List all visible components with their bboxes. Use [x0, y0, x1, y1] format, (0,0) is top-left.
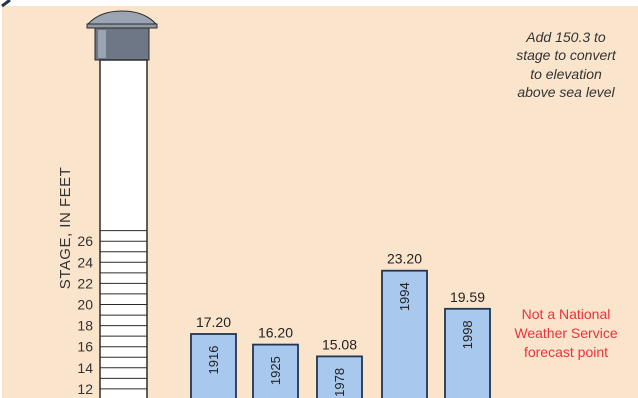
- bar-1916: [190, 333, 237, 398]
- y-tick-label: 26: [77, 233, 93, 249]
- stage-gauge-ticks: [100, 230, 147, 390]
- bars: 17.20 1916 16.20 1925 15.08 1978 23.20 1994 19.5…: [190, 251, 491, 398]
- category-label-1978: 1978: [332, 368, 347, 397]
- stage-gauge-cap-icon: [86, 10, 158, 61]
- forecast-note-line-3: forecast point: [524, 344, 608, 360]
- conversion-note-line-1: Add 150.3 to: [525, 29, 606, 45]
- value-label-1994: 23.20: [387, 251, 422, 267]
- y-tick-label: 12: [77, 381, 93, 397]
- forecast-note-line-2: Weather Service: [514, 325, 617, 341]
- corner-stroke: [1, 0, 11, 8]
- y-tick-labels: 12 14 16 18 20 22 24 26: [77, 233, 93, 397]
- value-label-1925: 16.20: [258, 325, 293, 341]
- category-label-1925: 1925: [268, 356, 283, 385]
- value-label-1998: 19.59: [450, 289, 485, 305]
- category-label-1916: 1916: [206, 346, 221, 375]
- y-tick-label: 24: [77, 254, 93, 270]
- y-tick-label: 14: [77, 360, 93, 376]
- value-label-1916: 17.20: [196, 314, 231, 330]
- bar-1978: [316, 355, 363, 398]
- bar-1994: [381, 269, 428, 398]
- y-tick-label: 22: [77, 275, 93, 291]
- category-label-1998: 1998: [460, 320, 475, 349]
- y-tick-label: 18: [77, 318, 93, 334]
- forecast-note-line-1: Not a National: [522, 306, 611, 322]
- stage-gauge-staff: [99, 59, 148, 398]
- value-label-1978: 15.08: [322, 336, 357, 352]
- bar-1925: [252, 343, 299, 398]
- stage-gauge: [86, 10, 158, 398]
- y-axis-title: STAGE, IN FEET: [57, 167, 74, 290]
- bar-1998: [444, 307, 491, 398]
- y-tick-label: 20: [77, 297, 93, 313]
- conversion-note-line-2: stage to convert: [516, 47, 617, 63]
- conversion-note-line-3: to elevation: [530, 66, 602, 82]
- y-tick-label: 16: [77, 339, 93, 355]
- conversion-note-line-4: above sea level: [517, 84, 615, 100]
- category-label-1994: 1994: [397, 282, 412, 311]
